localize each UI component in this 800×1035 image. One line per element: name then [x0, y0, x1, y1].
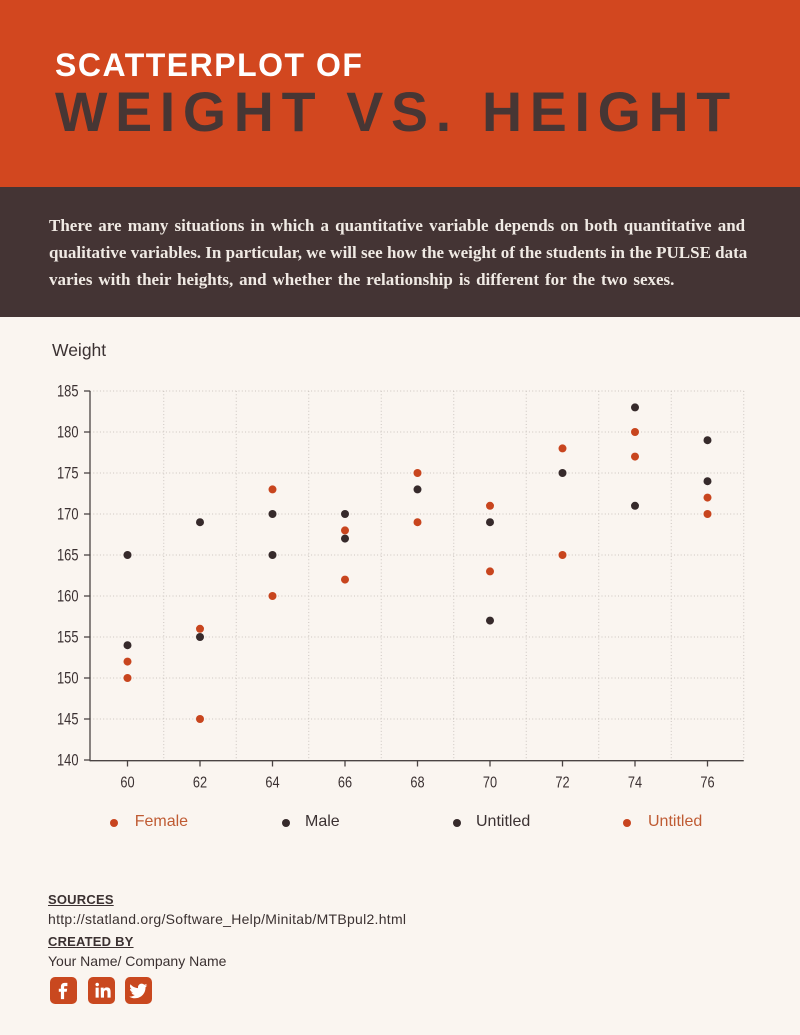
svg-text:150: 150: [57, 670, 79, 688]
svg-text:68: 68: [410, 774, 424, 791]
svg-text:66: 66: [338, 774, 352, 791]
svg-text:165: 165: [57, 547, 79, 565]
svg-text:140: 140: [57, 752, 79, 770]
svg-text:155: 155: [57, 629, 79, 647]
svg-text:180: 180: [57, 424, 79, 442]
svg-text:72: 72: [555, 774, 569, 791]
svg-text:64: 64: [265, 774, 280, 791]
svg-text:74: 74: [628, 774, 643, 791]
svg-text:62: 62: [193, 774, 207, 791]
svg-text:60: 60: [120, 774, 135, 791]
svg-text:70: 70: [483, 774, 498, 791]
svg-text:185: 185: [57, 383, 79, 401]
svg-text:170: 170: [57, 506, 79, 524]
svg-text:76: 76: [700, 774, 714, 791]
svg-text:145: 145: [57, 711, 79, 729]
svg-text:175: 175: [57, 465, 79, 483]
svg-text:160: 160: [57, 588, 79, 606]
